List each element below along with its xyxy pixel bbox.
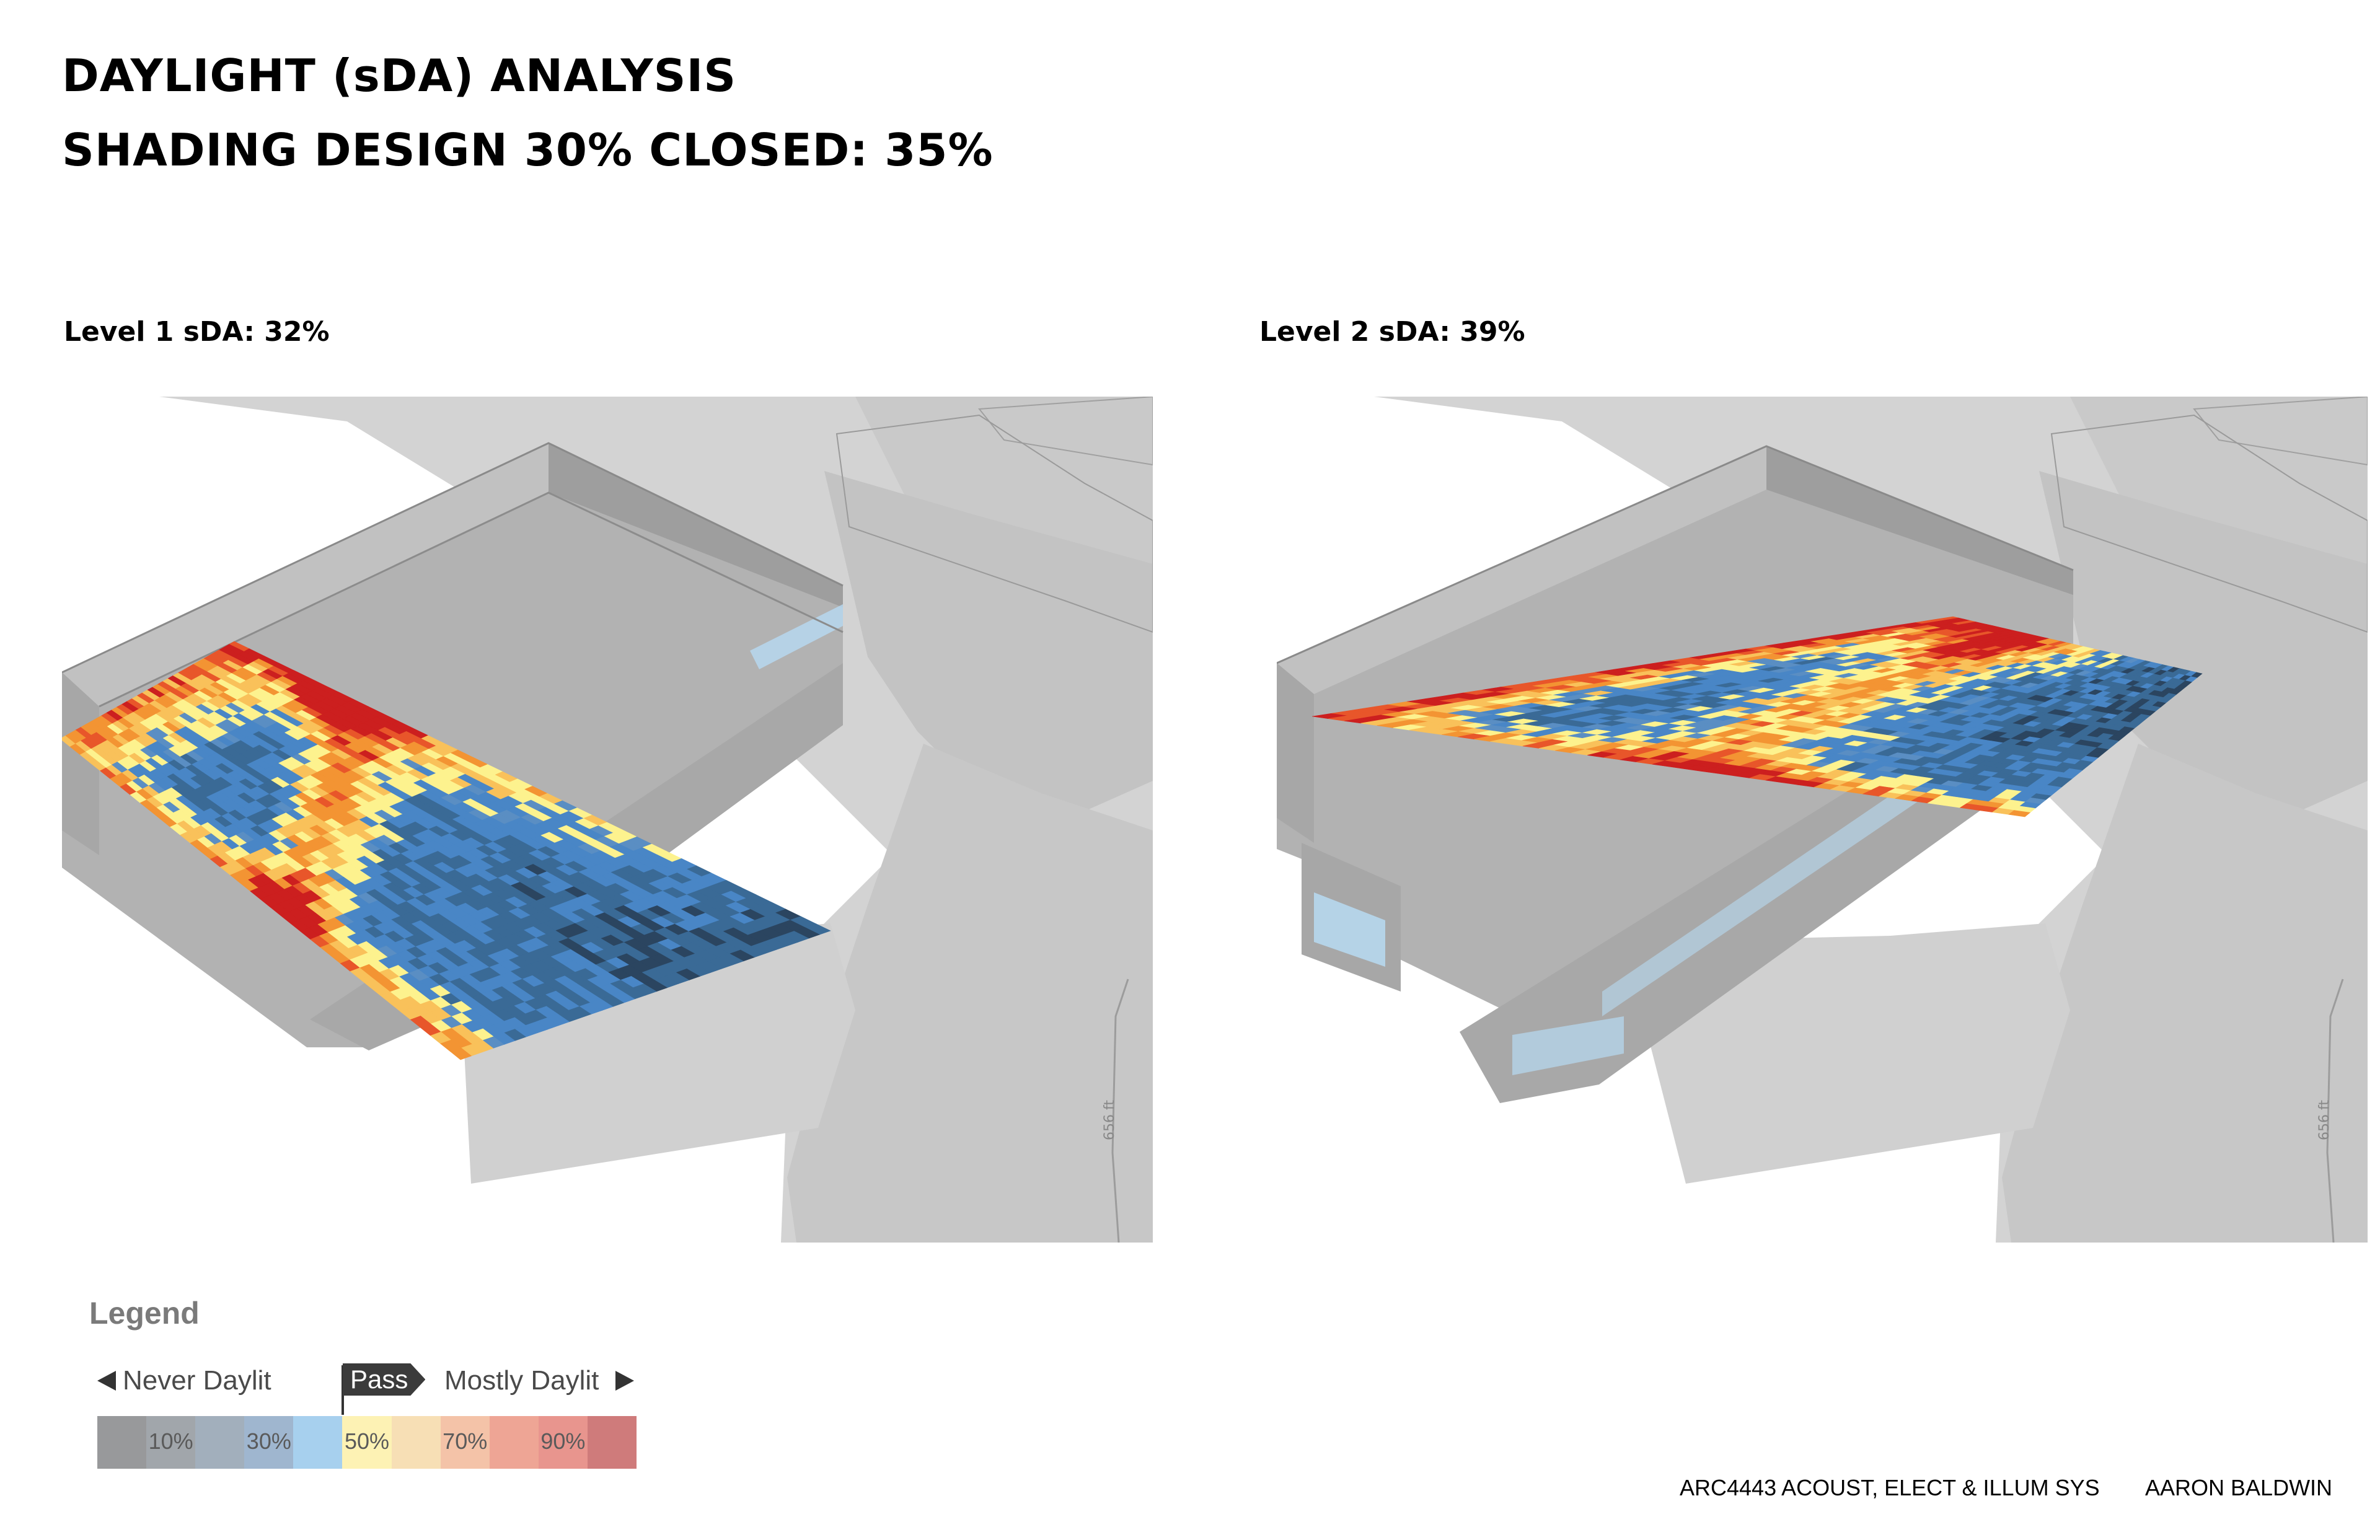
legend-cell-label: 10% <box>148 1428 193 1454</box>
daylight-heatmap <box>1311 616 2203 817</box>
level-2-label: Level 2 sDA: 39% <box>1259 316 1525 348</box>
arrow-left-icon <box>97 1371 116 1391</box>
legend-color-scale: 10% 30% 50% 70% 90% <box>97 1416 637 1469</box>
legend-never-daylit: Never Daylit <box>123 1365 271 1396</box>
legend-cell-label: 70% <box>443 1428 488 1454</box>
level-2-3d-view: 656 ft <box>1277 397 2368 1243</box>
heatmap-grid-level-1 <box>62 641 831 1060</box>
pass-flag-icon: Pass <box>343 1363 426 1396</box>
page-title: DAYLIGHT (sDA) ANALYSIS <box>62 50 737 102</box>
legend-cell <box>489 1416 539 1469</box>
heatmap-grid-level-2 <box>1311 616 2203 817</box>
legend-cell-label: 90% <box>540 1428 586 1454</box>
legend-cell: 90% <box>538 1416 588 1469</box>
legend-cell <box>293 1416 343 1469</box>
arrow-right-icon <box>615 1371 634 1391</box>
daylight-heatmap <box>62 641 831 1060</box>
heatmap-cell <box>450 1047 472 1060</box>
legend-cell <box>97 1416 147 1469</box>
heatmap-cell <box>2008 810 2031 817</box>
legend-cell: 50% <box>342 1416 392 1469</box>
legend-mostly-daylit: Mostly Daylit <box>444 1365 599 1396</box>
level-1-label: Level 1 sDA: 32% <box>64 316 330 348</box>
footer-course: ARC4443 ACOUST, ELECT & ILLUM SYS <box>1680 1475 2100 1500</box>
legend-cell <box>195 1416 245 1469</box>
page-subtitle: SHADING DESIGN 30% CLOSED: 35% <box>62 124 994 176</box>
legend-title: Legend <box>89 1296 200 1331</box>
legend-cell: 70% <box>440 1416 490 1469</box>
legend-cell: 10% <box>146 1416 196 1469</box>
legend-cell-label: 30% <box>246 1428 291 1454</box>
legend-cell-label: 50% <box>344 1428 390 1454</box>
level-1-render: 656 ft <box>62 397 1153 1243</box>
legend-cell <box>391 1416 441 1469</box>
level-2-render: 656 ft <box>1277 397 2368 1243</box>
legend: Legend Never Daylit Pass Mostly Daylit 1… <box>87 1295 707 1481</box>
scale-label: 656 ft <box>2317 1100 2332 1140</box>
footer-author: AARON BALDWIN <box>2145 1475 2333 1500</box>
scale-label: 656 ft <box>1102 1100 1117 1140</box>
legend-cell <box>587 1416 637 1469</box>
level-1-3d-view: 656 ft <box>62 397 1153 1243</box>
legend-cell: 30% <box>244 1416 294 1469</box>
